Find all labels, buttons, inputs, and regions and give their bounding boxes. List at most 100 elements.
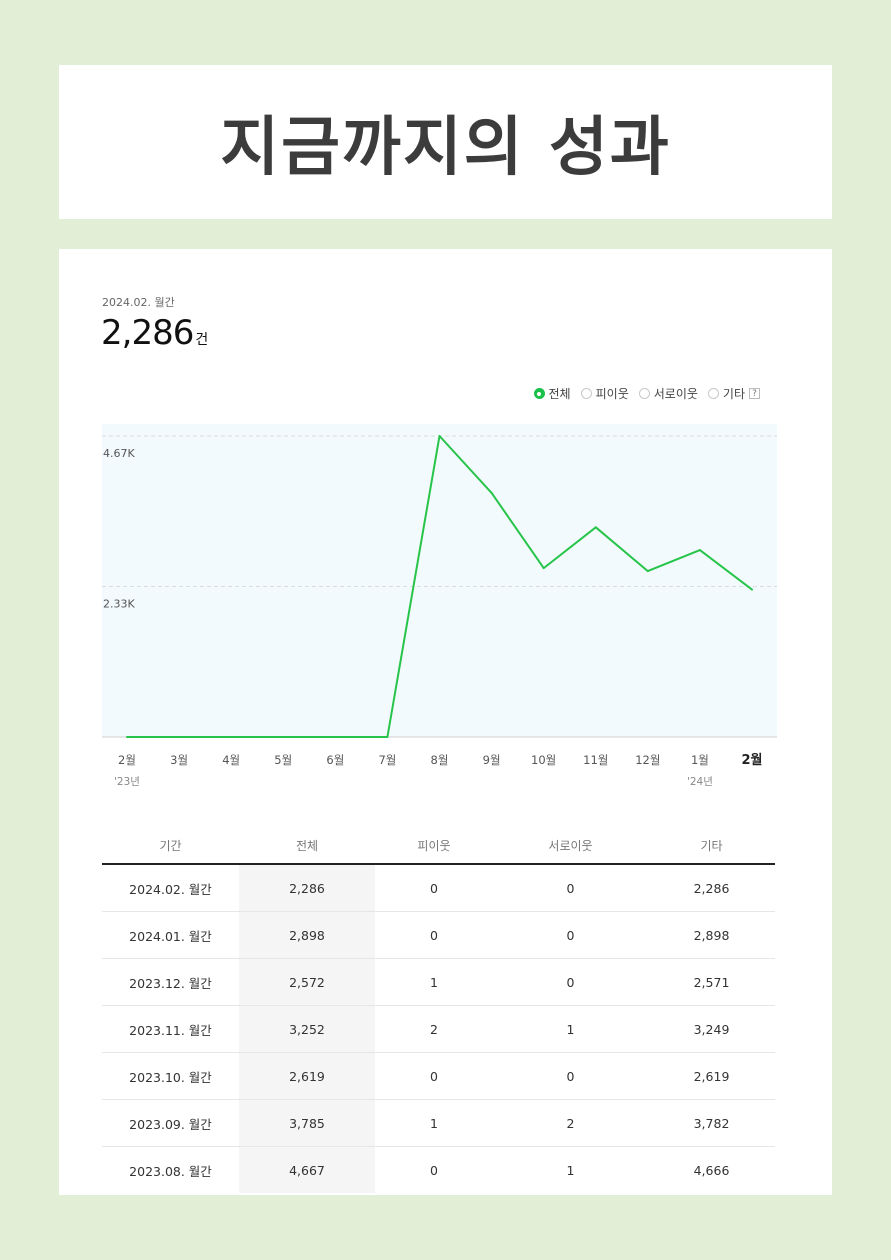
cell-mutual: 0 bbox=[492, 958, 649, 1006]
cell-total: 2,572 bbox=[239, 958, 375, 1006]
data-point bbox=[230, 736, 233, 738]
data-point bbox=[282, 736, 285, 738]
summary-value: 2,286 건 bbox=[101, 313, 208, 353]
cell-mutual: 2 bbox=[492, 1099, 649, 1147]
cell-other: 2,898 bbox=[648, 911, 775, 959]
x-tick-label: 2월 bbox=[741, 752, 762, 768]
cell-total: 3,252 bbox=[239, 1005, 375, 1053]
radio-icon[interactable] bbox=[580, 388, 592, 399]
cell-neighbor: 0 bbox=[375, 1052, 493, 1100]
data-point bbox=[542, 567, 545, 570]
cell-neighbor: 2 bbox=[375, 1005, 493, 1053]
cell-other: 3,249 bbox=[648, 1005, 775, 1053]
cell-mutual: 1 bbox=[492, 1005, 649, 1053]
line-chart: 4.67K 2.33K 2월 '23년 3월 4월 5월 6월 7월 8월 9월 10월 11월 12월 1… bbox=[102, 424, 777, 788]
data-point bbox=[178, 736, 181, 738]
table-row: 2023.11. 월간 3,252 2 1 3,249 bbox=[102, 1005, 775, 1053]
x-tick-label: 8월 bbox=[431, 753, 449, 767]
cell-mutual: 1 bbox=[566, 1162, 575, 1178]
legend-option-mutual[interactable]: 서로이웃 bbox=[638, 385, 698, 402]
x-tick-label: 3월 bbox=[170, 753, 188, 767]
page-title: 지금까지의 성과 bbox=[220, 111, 671, 185]
data-point bbox=[438, 435, 441, 437]
cell-neighbor: 0 bbox=[375, 911, 493, 959]
cell-period: 2023.08. 월간 bbox=[129, 1163, 212, 1179]
legend-option-total[interactable]: 전체 bbox=[533, 385, 571, 402]
data-point bbox=[386, 736, 389, 738]
cell-mutual: 0 bbox=[492, 864, 649, 912]
radio-icon[interactable] bbox=[707, 388, 719, 399]
cell-period: 2023.10. 월간 bbox=[102, 1052, 239, 1100]
summary-unit: 건 bbox=[195, 332, 209, 348]
plot-area bbox=[102, 424, 777, 737]
data-point bbox=[490, 491, 493, 494]
data-point bbox=[646, 570, 649, 573]
table-row: 2023.12. 월간 2,572 1 0 2,571 bbox=[102, 958, 775, 1006]
cell-other: 3,782 bbox=[648, 1099, 775, 1147]
cell-total: 2,286 bbox=[239, 864, 375, 912]
y-tick-label: 4.67K bbox=[103, 447, 135, 460]
x-tick-label: 11월 bbox=[583, 753, 608, 767]
cell-period: 2024.02. 월간 bbox=[102, 864, 239, 912]
legend-label: 피이웃 bbox=[595, 387, 629, 401]
x-tick-label: 5월 bbox=[274, 753, 292, 767]
cell-period: 2024.01. 월간 bbox=[102, 911, 239, 959]
x-tick-label: 12월 bbox=[635, 753, 660, 767]
data-point bbox=[126, 736, 128, 738]
x-tick-label: 10월 bbox=[531, 753, 556, 767]
legend-option-other[interactable]: 기타 bbox=[707, 385, 745, 402]
cell-other: 2,571 bbox=[648, 958, 775, 1006]
x-tick-label: 9월 bbox=[483, 753, 501, 767]
cell-neighbor: 1 bbox=[375, 958, 493, 1006]
legend-option-neighbor[interactable]: 피이웃 bbox=[580, 385, 629, 402]
radio-selected-icon[interactable] bbox=[533, 388, 545, 399]
cell-neighbor: 0 bbox=[375, 864, 493, 912]
data-point bbox=[751, 588, 753, 591]
cell-other: 4,666 bbox=[693, 1162, 730, 1178]
x-tick-label: 7월 bbox=[378, 753, 396, 767]
legend: 전체 피이웃 서로이웃 기타 ? bbox=[524, 385, 760, 402]
table-row: 2024.01. 월간 2,898 0 0 2,898 bbox=[102, 911, 775, 959]
cell-neighbor: 0 bbox=[430, 1162, 438, 1178]
cell-period: 2023.11. 월간 bbox=[102, 1005, 239, 1053]
header-mutual: 서로이웃 bbox=[492, 827, 649, 865]
data-point bbox=[334, 736, 337, 738]
cell-neighbor: 1 bbox=[375, 1099, 493, 1147]
data-point bbox=[698, 549, 701, 552]
table-row: 2023.08. 월간 4,667 0 1 4,666 bbox=[102, 1146, 775, 1193]
cell-mutual: 0 bbox=[492, 1052, 649, 1100]
cell-other: 2,619 bbox=[648, 1052, 775, 1100]
cell-total: 4,667 bbox=[239, 1146, 375, 1193]
header-period: 기간 bbox=[102, 827, 239, 865]
x-year-label: '24년 bbox=[687, 776, 713, 788]
period-label: 2024.02. 월간 bbox=[102, 296, 175, 309]
cell-period: 2023.09. 월간 bbox=[102, 1099, 239, 1147]
cell-total: 2,898 bbox=[239, 911, 375, 959]
header-total: 전체 bbox=[239, 827, 375, 865]
cell-total: 2,619 bbox=[239, 1052, 375, 1100]
x-year-label: '23년 bbox=[114, 776, 140, 788]
table-header-row: 기간 전체 피이웃 서로이웃 기타 bbox=[102, 827, 775, 865]
header-other: 기타 bbox=[648, 827, 775, 865]
title-card: 지금까지의 성과 bbox=[59, 65, 832, 219]
table-row: 2023.10. 월간 2,619 0 0 2,619 bbox=[102, 1052, 775, 1100]
legend-label: 서로이웃 bbox=[653, 387, 698, 401]
summary-number: 2,286 bbox=[101, 313, 194, 353]
table-row: 2024.02. 월간 2,286 0 0 2,286 bbox=[102, 864, 775, 912]
x-tick-label: 6월 bbox=[326, 753, 344, 767]
header-neighbor: 피이웃 bbox=[375, 827, 493, 865]
x-tick-label: 4월 bbox=[222, 753, 240, 767]
stats-table: 기간 전체 피이웃 서로이웃 기타 2024.02. 월간 2,286 0 0 … bbox=[102, 827, 775, 1193]
data-point bbox=[594, 526, 597, 529]
legend-label: 기타 bbox=[722, 387, 745, 401]
legend-label: 전체 bbox=[548, 387, 571, 401]
cell-other: 2,286 bbox=[648, 864, 775, 912]
x-tick-label: 2월 bbox=[118, 753, 136, 767]
cell-total: 3,785 bbox=[239, 1099, 375, 1147]
cell-period: 2023.12. 월간 bbox=[102, 958, 239, 1006]
help-icon[interactable]: ? bbox=[749, 388, 760, 399]
radio-icon[interactable] bbox=[638, 388, 650, 399]
y-tick-label: 2.33K bbox=[103, 598, 135, 611]
table-row: 2023.09. 월간 3,785 1 2 3,782 bbox=[102, 1099, 775, 1147]
stats-card: 2024.02. 월간 2,286 건 전체 피이웃 서로이웃 기타 ? 4.67… bbox=[59, 249, 832, 1195]
